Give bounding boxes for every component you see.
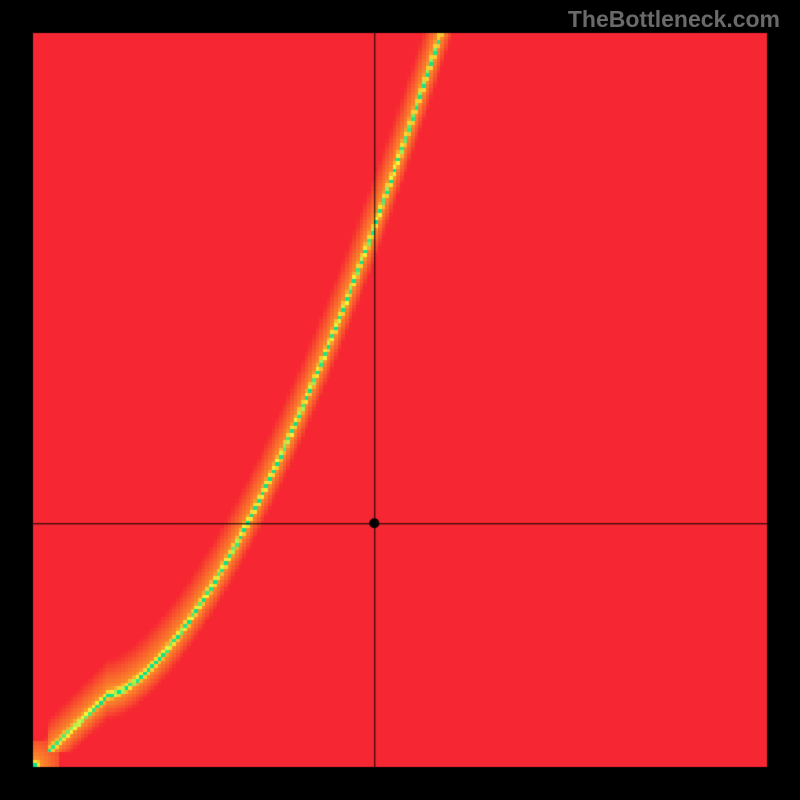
chart-root: TheBottleneck.com xyxy=(0,0,800,800)
bottleneck-heatmap-canvas xyxy=(0,0,800,800)
watermark-text: TheBottleneck.com xyxy=(568,6,780,33)
